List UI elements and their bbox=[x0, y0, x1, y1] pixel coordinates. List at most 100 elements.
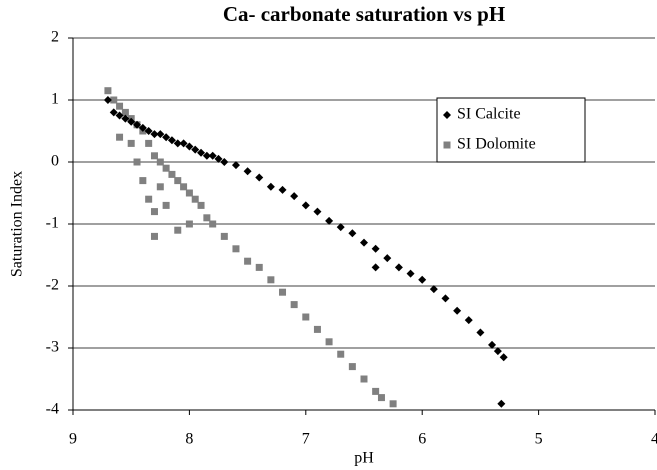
y-tick-label: 1 bbox=[51, 91, 59, 108]
point bbox=[255, 263, 263, 271]
point bbox=[173, 139, 182, 148]
point bbox=[156, 158, 164, 166]
point bbox=[150, 130, 159, 139]
y-axis-label: Saturation Index bbox=[9, 171, 26, 277]
y-tick-label: -3 bbox=[46, 339, 59, 356]
point bbox=[255, 173, 264, 182]
point bbox=[348, 363, 356, 371]
point bbox=[499, 353, 508, 362]
x-axis-label: pH bbox=[354, 450, 374, 467]
legend-marker bbox=[443, 111, 451, 119]
point bbox=[150, 208, 158, 216]
point bbox=[267, 276, 275, 284]
point bbox=[174, 177, 182, 185]
y-tick-label: -2 bbox=[46, 277, 59, 294]
point bbox=[162, 164, 170, 172]
point bbox=[290, 192, 299, 201]
point bbox=[232, 245, 240, 253]
point bbox=[360, 238, 368, 247]
point bbox=[191, 195, 199, 203]
point bbox=[348, 229, 357, 238]
point bbox=[243, 167, 252, 176]
point bbox=[202, 151, 211, 160]
legend-label: SI Dolomite bbox=[457, 136, 536, 153]
point bbox=[121, 114, 130, 123]
point bbox=[144, 127, 153, 135]
point bbox=[203, 214, 211, 222]
point bbox=[127, 117, 136, 126]
point bbox=[278, 185, 287, 194]
legend-label: SI Calcite bbox=[457, 106, 521, 123]
point bbox=[220, 158, 229, 166]
point bbox=[231, 161, 240, 170]
point bbox=[302, 313, 310, 321]
point bbox=[162, 201, 170, 209]
point bbox=[313, 207, 322, 216]
point bbox=[121, 108, 129, 116]
point bbox=[179, 139, 188, 148]
point bbox=[429, 285, 438, 294]
point bbox=[476, 328, 485, 337]
point bbox=[138, 123, 147, 132]
point bbox=[156, 130, 165, 139]
x-tick-label: 9 bbox=[69, 431, 77, 448]
point bbox=[150, 232, 158, 240]
y-tick-label: -4 bbox=[46, 401, 59, 418]
point bbox=[103, 96, 112, 104]
point bbox=[197, 201, 205, 209]
point bbox=[360, 375, 368, 383]
point bbox=[133, 120, 142, 129]
point bbox=[197, 148, 206, 157]
point bbox=[208, 151, 217, 160]
point bbox=[383, 254, 392, 263]
point bbox=[371, 263, 380, 272]
point bbox=[394, 263, 403, 272]
chart-title: Ca- carbonate saturation vs pH bbox=[223, 2, 505, 26]
point bbox=[389, 400, 397, 408]
point bbox=[244, 257, 252, 265]
legend-box bbox=[436, 97, 586, 163]
x-tick-label: 4 bbox=[651, 431, 657, 448]
point bbox=[115, 111, 124, 120]
point bbox=[191, 145, 200, 154]
point bbox=[116, 133, 124, 141]
x-tick-label: 6 bbox=[418, 431, 426, 448]
y-tick-label: 0 bbox=[51, 153, 59, 170]
point bbox=[488, 340, 497, 349]
point bbox=[464, 316, 473, 325]
point bbox=[162, 133, 171, 142]
point bbox=[116, 102, 124, 110]
point bbox=[453, 306, 462, 315]
point bbox=[168, 170, 176, 178]
point bbox=[156, 183, 164, 191]
point bbox=[209, 220, 217, 228]
point bbox=[301, 201, 310, 210]
point bbox=[104, 87, 112, 95]
point bbox=[145, 195, 153, 203]
point bbox=[337, 350, 345, 358]
point bbox=[185, 142, 194, 151]
point bbox=[127, 139, 135, 147]
point bbox=[110, 96, 118, 104]
point bbox=[185, 189, 193, 197]
point bbox=[325, 338, 333, 346]
y-tick-label: -1 bbox=[46, 215, 59, 232]
point bbox=[441, 294, 450, 303]
point bbox=[406, 269, 415, 278]
point bbox=[145, 139, 153, 147]
point bbox=[167, 136, 176, 145]
point bbox=[371, 244, 380, 253]
point bbox=[133, 158, 141, 166]
point bbox=[214, 154, 223, 163]
x-tick-label: 7 bbox=[302, 431, 310, 448]
point bbox=[220, 232, 228, 240]
point bbox=[313, 325, 321, 333]
point bbox=[279, 288, 287, 296]
point bbox=[174, 226, 182, 234]
point bbox=[377, 394, 385, 402]
point bbox=[180, 183, 188, 191]
legend-marker bbox=[443, 141, 451, 149]
y-tick-label: 2 bbox=[51, 29, 59, 46]
point bbox=[336, 223, 345, 232]
